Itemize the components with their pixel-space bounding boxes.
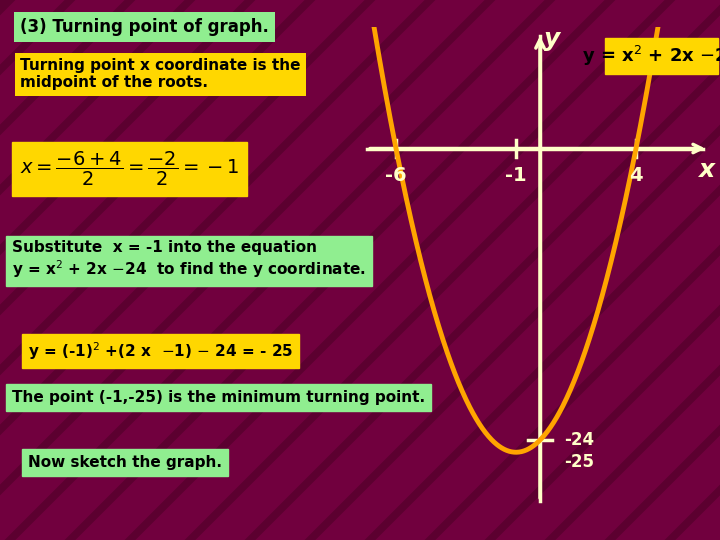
- Text: x: x: [698, 158, 714, 183]
- Text: The point (-1,-25) is the minimum turning point.: The point (-1,-25) is the minimum turnin…: [12, 390, 425, 405]
- Text: y = (-1)$^2$ +(2 x  $-$1) $-$ 24 = - 25: y = (-1)$^2$ +(2 x $-$1) $-$ 24 = - 25: [28, 340, 293, 362]
- Text: -6: -6: [385, 166, 407, 185]
- Text: $x = \dfrac{-6+4}{2} = \dfrac{-2}{2} = -1$: $x = \dfrac{-6+4}{2} = \dfrac{-2}{2} = -…: [20, 150, 239, 188]
- Text: -1: -1: [505, 166, 527, 185]
- Text: -25: -25: [564, 453, 594, 471]
- Text: 4: 4: [629, 166, 643, 185]
- Text: (3) Turning point of graph.: (3) Turning point of graph.: [20, 18, 269, 36]
- Text: Now sketch the graph.: Now sketch the graph.: [28, 455, 222, 470]
- Text: Turning point x coordinate is the
midpoint of the roots.: Turning point x coordinate is the midpoi…: [20, 58, 300, 90]
- Text: Substitute  x = -1 into the equation
y = x$^2$ + 2x $-$24  to find the y coordin: Substitute x = -1 into the equation y = …: [12, 240, 366, 280]
- Text: y = x$^2$ + 2x $-$24: y = x$^2$ + 2x $-$24: [582, 44, 720, 68]
- Text: -24: -24: [564, 431, 594, 449]
- Text: y: y: [544, 27, 560, 51]
- FancyBboxPatch shape: [605, 38, 718, 75]
